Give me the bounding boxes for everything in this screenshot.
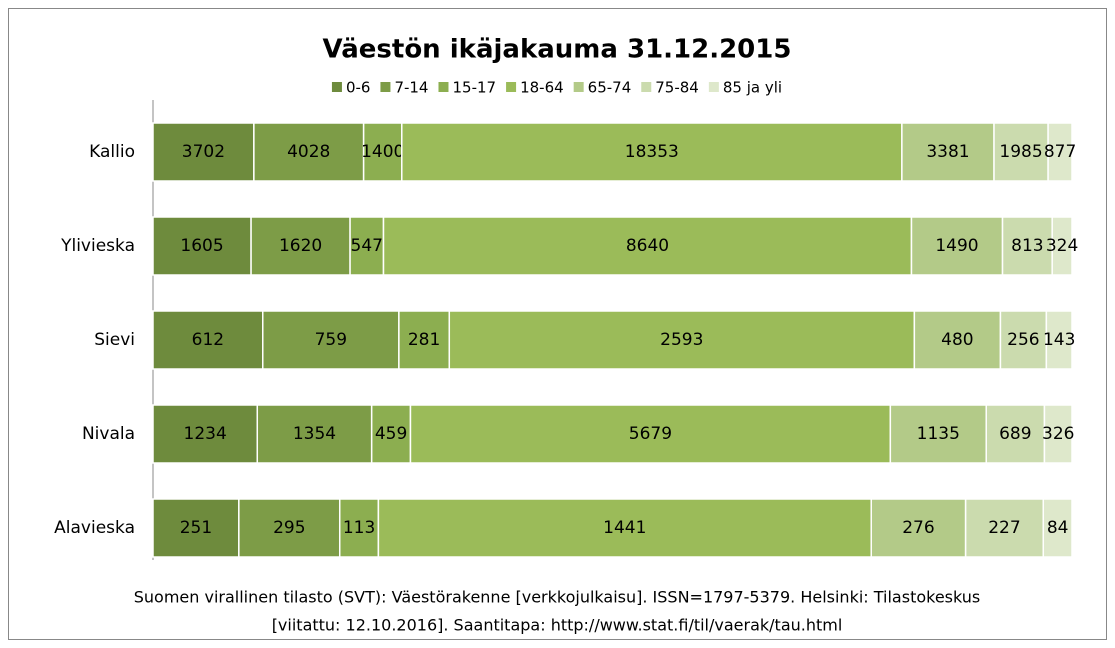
data-label: 759: [315, 330, 347, 350]
bar-segment: [152, 498, 240, 558]
data-label: 480: [941, 330, 973, 350]
data-label: 4028: [287, 142, 330, 162]
bar-segment: [152, 216, 252, 276]
bar-segment: [889, 404, 987, 464]
legend-swatch: [708, 82, 719, 92]
y-tick-label: Nivala: [82, 424, 135, 444]
bar-segment: [999, 310, 1048, 370]
data-label: 2593: [660, 330, 703, 350]
chart-title: Väestön ikäjakauma 31.12.2015: [323, 35, 792, 65]
data-label: 3381: [926, 142, 969, 162]
legend-label: 85 ja yli: [723, 79, 782, 97]
bar-segment: [1043, 404, 1073, 464]
data-label: 113: [343, 518, 375, 538]
data-label: 547: [351, 236, 383, 256]
source-note: Suomen virallinen tilasto (SVT): Väestör…: [134, 588, 981, 607]
source-note: [viitattu: 12.10.2016]. Saantitapa: http…: [272, 616, 843, 635]
data-label: 1441: [603, 518, 646, 538]
data-label: 281: [408, 330, 440, 350]
data-label: 326: [1042, 424, 1074, 444]
bar-segment: [349, 216, 385, 276]
legend-swatch: [573, 82, 584, 92]
bar-segment: [1001, 216, 1053, 276]
data-label: 1135: [917, 424, 960, 444]
data-label: 1490: [935, 236, 978, 256]
data-label: 18353: [625, 142, 679, 162]
legend-label: 15-17: [452, 79, 496, 97]
y-tick-label: Kallio: [89, 142, 135, 162]
bar-segment: [448, 310, 916, 370]
data-label: 8640: [626, 236, 669, 256]
data-label: 689: [999, 424, 1031, 444]
y-tick-label: Sievi: [94, 330, 135, 350]
bar-segment: [262, 310, 400, 370]
y-tick-label: Ylivieska: [60, 236, 135, 256]
bar-segment: [362, 122, 403, 182]
data-label: 813: [1011, 236, 1043, 256]
bar-segment: [401, 122, 903, 182]
data-label: 5679: [629, 424, 672, 444]
bar-segment: [993, 122, 1049, 182]
legend-label: 0-6: [346, 79, 371, 97]
data-label: 1400: [361, 142, 404, 162]
data-label: 251: [180, 518, 212, 538]
bar-segment: [1047, 122, 1073, 182]
bar-segment: [377, 498, 872, 558]
bar-segment: [256, 404, 373, 464]
bar-segment: [901, 122, 995, 182]
data-label: 877: [1044, 142, 1076, 162]
legend-swatch: [380, 82, 391, 92]
bar-segment: [870, 498, 967, 558]
data-label: 1234: [184, 424, 227, 444]
data-label: 295: [273, 518, 305, 538]
data-label: 143: [1043, 330, 1075, 350]
data-label: 3702: [182, 142, 225, 162]
bar-segment: [152, 404, 259, 464]
data-label: 459: [375, 424, 407, 444]
bar-segment: [1042, 498, 1073, 558]
y-tick-label: Alavieska: [54, 518, 135, 538]
legend-swatch: [438, 82, 449, 92]
data-label: 276: [902, 518, 934, 538]
bar-segment: [370, 404, 412, 464]
bar-segment: [985, 404, 1046, 464]
data-label: 1605: [180, 236, 223, 256]
legend-label: 18-64: [520, 79, 564, 97]
data-label: 256: [1007, 330, 1039, 350]
data-label: 84: [1047, 518, 1069, 538]
legend-swatch: [641, 82, 652, 92]
data-label: 1354: [293, 424, 336, 444]
legend-label: 65-74: [588, 79, 632, 97]
legend-swatch: [331, 82, 342, 92]
data-label: 324: [1046, 236, 1078, 256]
legend-label: 7-14: [394, 79, 428, 97]
bar-segment: [1051, 216, 1073, 276]
data-label: 1620: [279, 236, 322, 256]
bar-segment: [338, 498, 380, 558]
bar-segment: [238, 498, 341, 558]
bar-segment: [409, 404, 892, 464]
data-label: 1985: [999, 142, 1042, 162]
data-label: 612: [192, 330, 224, 350]
bar-segment: [253, 122, 365, 182]
bar-segment: [910, 216, 1004, 276]
bar-segment: [398, 310, 451, 370]
legend: 0-6 7-14 15-17 18-64 65-74 75-84 85 ja yli: [331, 79, 782, 97]
bar-segment: [152, 310, 264, 370]
legend-swatch: [506, 82, 517, 92]
data-label: 227: [988, 518, 1020, 538]
legend-label: 75-84: [655, 79, 699, 97]
bar-segment: [1045, 310, 1073, 370]
